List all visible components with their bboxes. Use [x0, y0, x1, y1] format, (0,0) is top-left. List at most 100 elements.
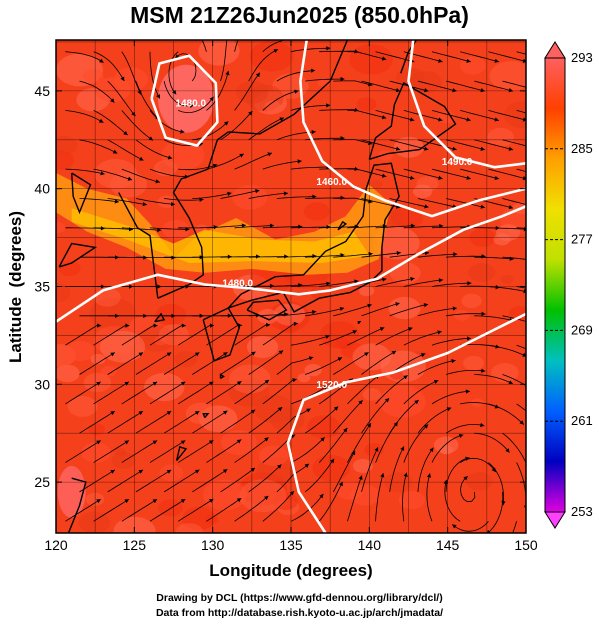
streamline: [488, 344, 526, 357]
streamline: [333, 197, 373, 203]
streamline-arrow: [148, 136, 154, 141]
streamline: [426, 473, 433, 522]
streamline-arrow: [486, 529, 491, 533]
streamline-arrow: [438, 117, 443, 122]
streamline-arrow: [292, 378, 297, 383]
streamline-arrow: [277, 407, 283, 412]
contour-line: [56, 205, 526, 323]
streamline-arrow: [325, 334, 330, 339]
streamline-arrow: [354, 279, 359, 284]
streamline: [135, 80, 160, 121]
streamline-arrow: [358, 400, 363, 405]
field-patch: [312, 454, 350, 482]
streamline: [79, 469, 116, 493]
streamline: [79, 198, 119, 203]
streamline: [361, 447, 379, 493]
field-patch: [93, 287, 121, 307]
streamline-arrow: [338, 481, 343, 487]
streamline-arrow: [452, 146, 457, 151]
streamline-arrow: [374, 447, 379, 452]
field-patch: [175, 523, 204, 533]
streamline-arrow: [180, 129, 185, 134]
streamline: [220, 40, 228, 82]
streamline: [417, 447, 434, 492]
streamline-arrow: [433, 380, 439, 384]
streamline-arrow: [96, 381, 101, 386]
streamline-arrow: [311, 68, 316, 73]
field-patch: [489, 61, 526, 92]
coastline: [175, 446, 188, 462]
streamline-arrow: [522, 58, 526, 63]
streamline: [107, 80, 136, 117]
streamline: [93, 325, 130, 346]
streamline-arrow: [99, 58, 104, 63]
streamline-arrow: [152, 440, 158, 445]
streamline: [389, 399, 419, 434]
streamline-arrow: [438, 278, 443, 283]
credit-drawing: Drawing by DCL (https://www.gfd-dennou.o…: [156, 592, 443, 604]
streamline-arrow: [429, 447, 434, 453]
streamline: [516, 110, 526, 114]
streamline: [305, 254, 345, 258]
streamline-arrow: [452, 88, 457, 93]
field-patch: [434, 436, 459, 454]
streamline: [290, 335, 330, 346]
streamline: [502, 256, 526, 260]
streamline: [516, 344, 526, 350]
streamline: [444, 479, 461, 522]
streamline-arrow: [343, 427, 348, 433]
streamline-arrow: [400, 446, 405, 451]
streamline: [417, 139, 457, 151]
field-patch: [154, 336, 168, 346]
streamline-arrow: [537, 323, 541, 327]
contour-label: 1520.0: [316, 380, 347, 391]
streamline-arrow: [194, 411, 200, 416]
streamline: [107, 410, 144, 434]
streamline: [192, 468, 228, 493]
streamline-arrow: [330, 458, 335, 464]
field-patch: [232, 184, 268, 210]
streamline: [234, 324, 271, 346]
streamline-arrow: [172, 89, 177, 95]
streamline-arrow: [463, 476, 468, 481]
streamline-arrow: [223, 121, 229, 126]
field-patch: [162, 220, 190, 240]
streamline: [220, 190, 260, 199]
colorbar-tick-label: 261: [571, 413, 593, 428]
streamline-arrow: [250, 409, 256, 414]
streamline-arrow: [382, 277, 387, 282]
streamline-arrow: [480, 88, 485, 93]
streamline-arrow: [358, 475, 363, 480]
streamline: [446, 198, 485, 208]
streamline-arrow: [414, 400, 419, 405]
streamline-arrow: [97, 323, 102, 328]
streamline-arrow: [319, 493, 324, 499]
x-tick-label: 140: [358, 537, 382, 553]
streamline-arrow: [131, 111, 136, 117]
streamline-arrow: [466, 175, 471, 180]
streamline: [149, 227, 190, 230]
streamline: [304, 458, 335, 493]
streamline-arrow: [152, 381, 158, 386]
streamline-arrow: [297, 159, 302, 164]
streamline-arrow: [251, 351, 256, 356]
streamline-arrow: [127, 176, 133, 181]
streamline: [248, 464, 282, 493]
streamline: [375, 225, 416, 229]
field-patch: [101, 365, 117, 377]
field-patch: [90, 353, 106, 365]
streamline: [347, 475, 363, 522]
field-patch: [493, 233, 511, 246]
streamline-arrow: [181, 323, 186, 328]
streamline: [290, 226, 331, 229]
contour-label: 1490.0: [442, 157, 473, 168]
streamline: [474, 80, 514, 92]
streamline: [276, 196, 317, 199]
streamline: [248, 313, 289, 317]
streamline: [333, 253, 373, 258]
streamline-arrow: [250, 467, 255, 472]
field-patch: [144, 372, 185, 402]
field-patch: [468, 263, 496, 283]
streamline: [389, 303, 429, 317]
streamline: [502, 80, 526, 88]
